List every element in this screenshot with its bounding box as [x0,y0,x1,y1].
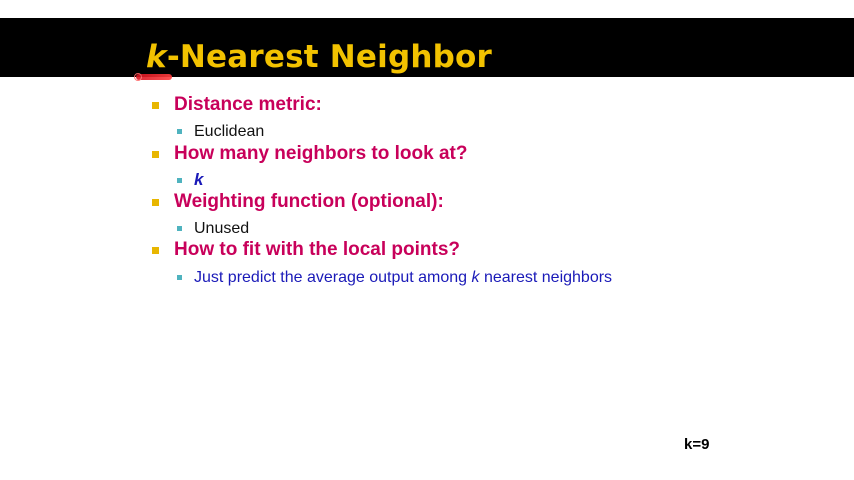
title-rest: -Nearest Neighbor [166,39,492,75]
title-bar: k-Nearest Neighbor [0,18,854,81]
bullet-marker [152,199,159,206]
bullet-marker [152,102,159,109]
bullet-distance-metric: Distance metric: [174,94,322,115]
predict-text-pre: Just predict the average output among [194,269,472,286]
title-k: k [146,39,167,75]
sub-bullet-marker [177,178,182,183]
sub-bullet-unused: Unused [194,220,250,237]
bullet-neighbors: How many neighbors to look at? [174,143,468,164]
predict-text-post: nearest neighbors [479,269,613,286]
bullet-fit-local-points: How to fit with the local points? [174,239,461,260]
sub-bullet-marker [177,129,182,134]
bullet-marker [152,151,159,158]
bullet-weighting: Weighting function (optional): [174,191,444,212]
slide-title: k-Nearest Neighbor [146,37,492,77]
sub-bullet-euclidean: Euclidean [194,123,265,140]
sub-bullet-marker [177,226,182,231]
sub-bullet-predict-average: Just predict the average output among k … [194,268,612,288]
sub-bullet-k: k [194,170,204,189]
slide-top-margin [0,0,854,18]
bullet-marker [152,247,159,254]
sub-bullet-marker [177,275,182,280]
laser-pointer-icon [134,73,172,81]
k-value-label: k=9 [684,436,710,453]
predict-text-k: k [471,269,480,286]
